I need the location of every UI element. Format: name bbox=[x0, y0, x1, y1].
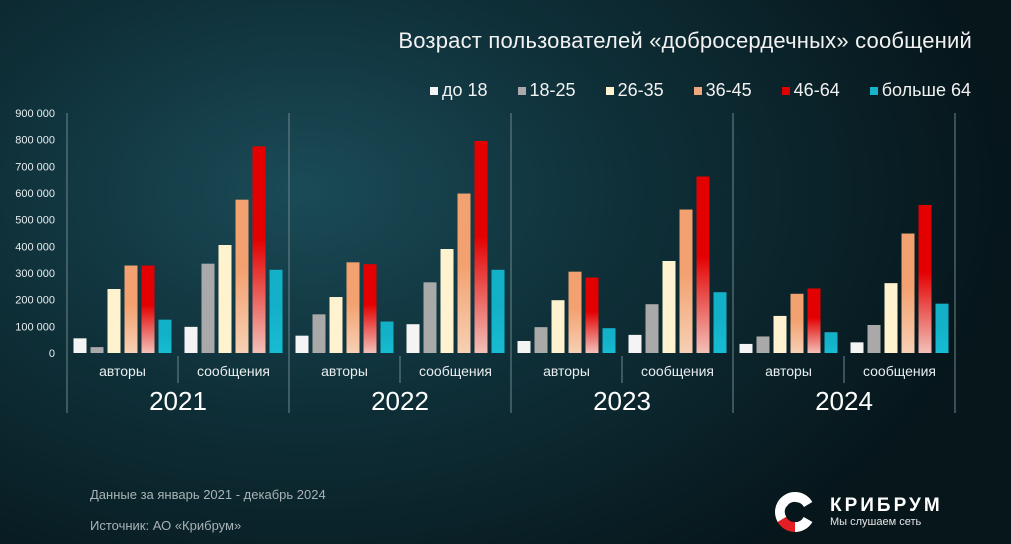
bar bbox=[201, 263, 215, 353]
legend-label: 46-64 bbox=[793, 80, 840, 100]
legend-label: больше 64 bbox=[881, 80, 971, 100]
x-category-label: сообщения bbox=[863, 363, 936, 379]
legend-label: 26-35 bbox=[617, 80, 664, 100]
y-tick-label: 800 000 bbox=[15, 135, 55, 147]
x-category-label: авторы bbox=[99, 363, 146, 379]
y-tick-label: 400 000 bbox=[15, 241, 55, 253]
bar bbox=[73, 338, 87, 353]
y-tick-label: 300 000 bbox=[15, 268, 55, 280]
legend-swatch bbox=[605, 86, 614, 95]
y-tick-label: 500 000 bbox=[15, 215, 55, 227]
x-year-label: 2024 bbox=[815, 386, 873, 416]
bar bbox=[124, 265, 138, 353]
y-tick-label: 0 bbox=[49, 348, 55, 360]
bar bbox=[551, 300, 565, 353]
bar bbox=[696, 176, 710, 353]
bar bbox=[90, 347, 104, 353]
x-category-label: сообщения bbox=[641, 363, 714, 379]
bar bbox=[756, 336, 770, 353]
bar bbox=[491, 269, 505, 353]
x-category-label: сообщения bbox=[419, 363, 492, 379]
bar bbox=[585, 277, 599, 353]
bar bbox=[807, 288, 821, 353]
legend-swatch bbox=[693, 86, 702, 95]
legend-swatch bbox=[517, 86, 526, 95]
bar bbox=[645, 304, 659, 353]
legend-swatch bbox=[429, 86, 438, 95]
bar bbox=[662, 261, 676, 353]
data-period-note: Данные за январь 2021 - декабрь 2024 bbox=[90, 487, 326, 502]
bar bbox=[235, 199, 249, 353]
bar bbox=[269, 269, 283, 353]
x-year-label: 2021 bbox=[149, 386, 207, 416]
y-tick-label: 100 000 bbox=[15, 321, 55, 333]
bar bbox=[329, 297, 343, 353]
logo-tagline: Мы слушаем сеть bbox=[830, 515, 922, 528]
bar bbox=[824, 332, 838, 353]
y-tick-label: 200 000 bbox=[15, 295, 55, 307]
logo-name: КРИБРУМ bbox=[830, 494, 943, 516]
kribrum-logo-icon bbox=[775, 492, 813, 532]
legend-item: 36-45 bbox=[693, 80, 752, 101]
x-year-label: 2023 bbox=[593, 386, 651, 416]
bar bbox=[107, 289, 121, 353]
bar bbox=[517, 341, 531, 353]
legend-swatch bbox=[869, 86, 878, 95]
bar bbox=[901, 233, 915, 353]
legend-item: 46-64 bbox=[781, 80, 840, 101]
chart-title: Возраст пользователей «добросердечных» с… bbox=[398, 28, 972, 53]
chart-legend: до 18 18-25 26-35 36-45 46-64 больше 64 bbox=[429, 80, 971, 101]
legend-label: 36-45 bbox=[705, 80, 752, 100]
bar bbox=[884, 283, 898, 353]
x-year-label: 2022 bbox=[371, 386, 429, 416]
x-category-label: авторы bbox=[321, 363, 368, 379]
bar bbox=[713, 292, 727, 353]
bar bbox=[474, 141, 488, 353]
bar bbox=[440, 249, 454, 353]
legend-item: 26-35 bbox=[605, 80, 664, 101]
bar bbox=[739, 343, 753, 353]
y-tick-label: 700 000 bbox=[15, 161, 55, 173]
bar bbox=[346, 262, 360, 353]
bar bbox=[380, 321, 394, 353]
bar bbox=[141, 265, 155, 353]
y-tick-label: 600 000 bbox=[15, 188, 55, 200]
bar bbox=[295, 335, 309, 353]
legend-item: 18-25 bbox=[517, 80, 576, 101]
legend-swatch bbox=[781, 86, 790, 95]
bar bbox=[457, 193, 471, 353]
source-note: Источник: АО «Крибрум» bbox=[90, 518, 242, 533]
bar bbox=[534, 327, 548, 353]
bar bbox=[790, 293, 804, 353]
bar bbox=[850, 342, 864, 353]
bar bbox=[679, 209, 693, 353]
bar bbox=[252, 146, 266, 353]
kribrum-logo: КРИБРУМ Мы слушаем сеть bbox=[770, 488, 943, 536]
bar bbox=[218, 245, 232, 353]
bar bbox=[602, 328, 616, 353]
bar bbox=[568, 271, 582, 353]
bar bbox=[935, 303, 949, 353]
bar bbox=[867, 325, 881, 353]
bar bbox=[773, 315, 787, 353]
bar bbox=[628, 334, 642, 353]
bar bbox=[312, 314, 326, 353]
bar bbox=[406, 324, 420, 353]
bar bbox=[184, 326, 198, 353]
bar bbox=[423, 282, 437, 353]
legend-label: до 18 bbox=[441, 80, 488, 100]
y-tick-label: 900 000 bbox=[15, 108, 55, 120]
bar bbox=[158, 319, 172, 353]
x-category-label: авторы bbox=[765, 363, 812, 379]
legend-item: больше 64 bbox=[869, 80, 971, 101]
x-category-label: сообщения bbox=[197, 363, 270, 379]
legend-label: 18-25 bbox=[529, 80, 576, 100]
bar bbox=[363, 264, 377, 353]
x-category-label: авторы bbox=[543, 363, 590, 379]
legend-item: до 18 bbox=[429, 80, 488, 101]
bar bbox=[918, 205, 932, 353]
